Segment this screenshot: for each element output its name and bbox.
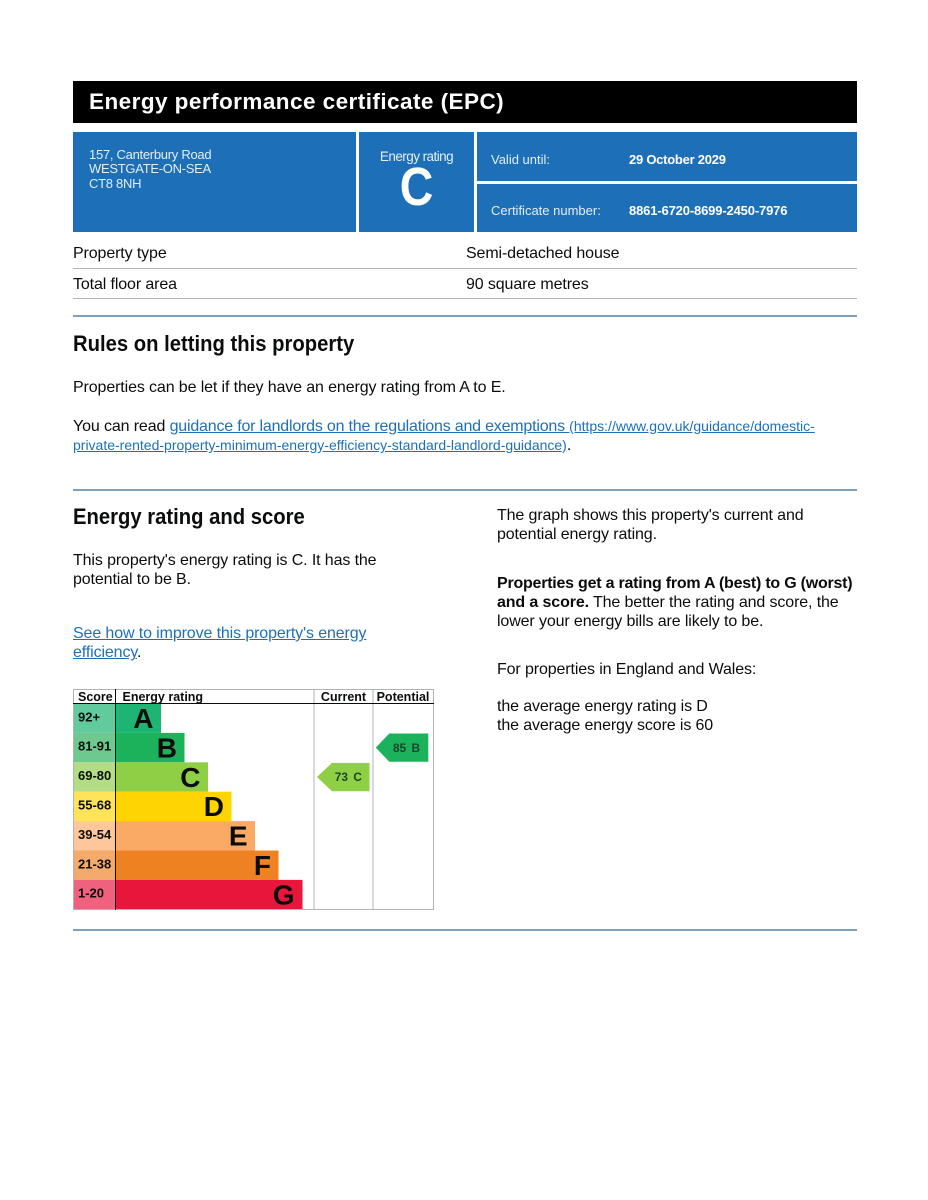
svg-text:55-68: 55-68 [78, 798, 111, 813]
svg-text:C: C [353, 770, 362, 784]
svg-text:B: B [412, 741, 421, 755]
svg-text:92+: 92+ [78, 709, 100, 724]
svg-text:21-38: 21-38 [78, 856, 111, 871]
svg-text:69-80: 69-80 [78, 768, 111, 783]
svg-text:C: C [180, 762, 200, 793]
svg-text:39-54: 39-54 [78, 827, 112, 842]
svg-text:G: G [273, 879, 295, 910]
svg-text:1-20: 1-20 [78, 886, 104, 901]
svg-text:D: D [204, 791, 224, 822]
svg-text:73: 73 [335, 770, 349, 784]
svg-text:85: 85 [393, 741, 407, 755]
svg-text:Current: Current [321, 690, 367, 704]
svg-text:81-91: 81-91 [78, 739, 111, 754]
svg-text:Energy rating: Energy rating [123, 690, 204, 704]
svg-text:Score: Score [78, 690, 113, 704]
svg-text:E: E [229, 821, 248, 852]
svg-text:A: A [133, 703, 153, 734]
svg-text:Potential: Potential [377, 690, 430, 704]
svg-text:F: F [254, 850, 271, 881]
svg-text:B: B [157, 732, 177, 763]
